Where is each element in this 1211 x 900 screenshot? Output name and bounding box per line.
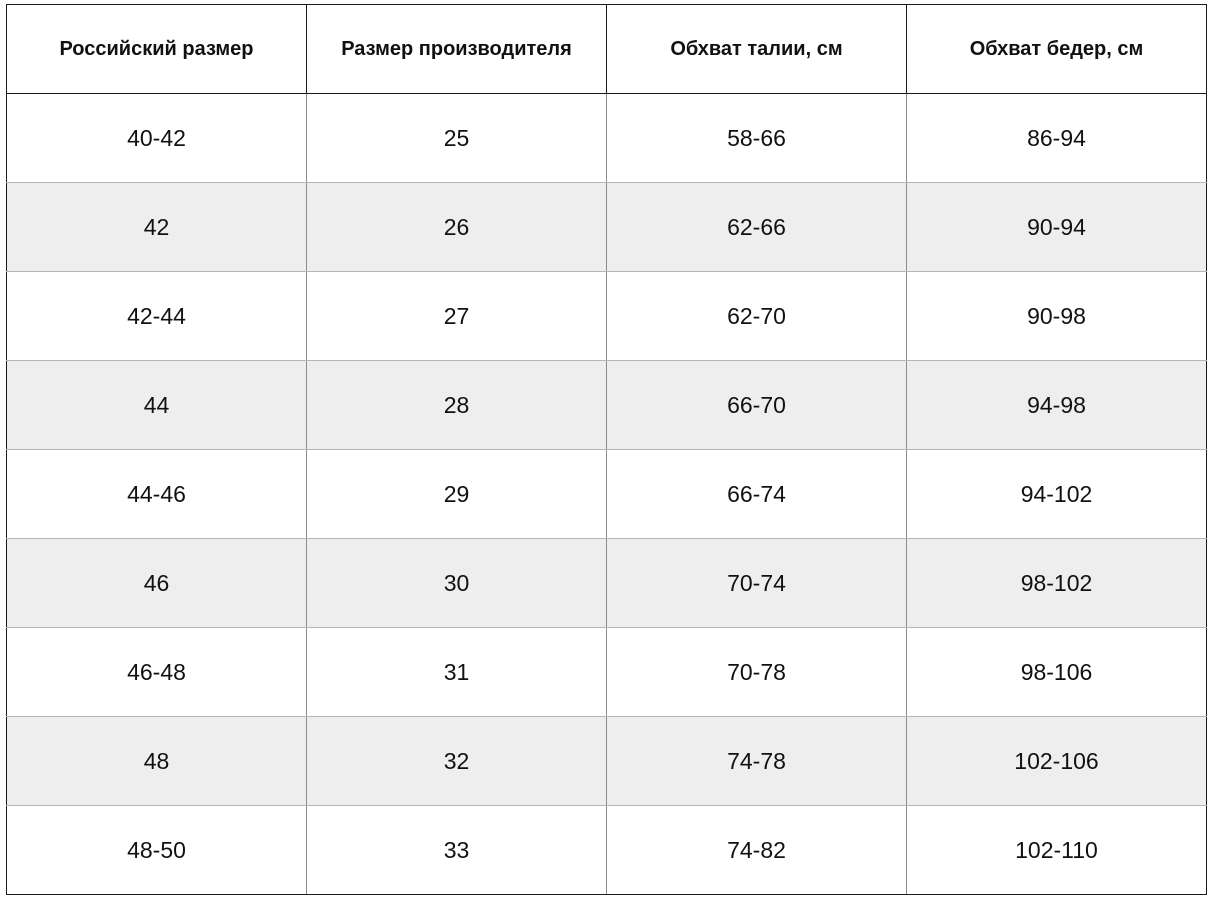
cell-hips: 94-102 xyxy=(906,449,1207,539)
cell-hips: 98-106 xyxy=(906,627,1207,717)
cell-manufacturer-size: 30 xyxy=(306,538,607,628)
cell-hips: 86-94 xyxy=(906,93,1207,183)
cell-manufacturer-size: 31 xyxy=(306,627,607,717)
cell-russian-size: 42-44 xyxy=(6,271,307,361)
cell-russian-size: 46-48 xyxy=(6,627,307,717)
cell-russian-size: 46 xyxy=(6,538,307,628)
cell-waist: 74-78 xyxy=(606,716,907,806)
table-row: 46-48 31 70-78 98-106 xyxy=(6,627,1207,717)
cell-hips: 102-110 xyxy=(906,805,1207,895)
cell-hips: 90-94 xyxy=(906,182,1207,272)
table-row: 40-42 25 58-66 86-94 xyxy=(6,93,1207,183)
table-row: 48-50 33 74-82 102-110 xyxy=(6,805,1207,895)
cell-manufacturer-size: 26 xyxy=(306,182,607,272)
table-row: 44-46 29 66-74 94-102 xyxy=(6,449,1207,539)
cell-russian-size: 42 xyxy=(6,182,307,272)
table-row: 42-44 27 62-70 90-98 xyxy=(6,271,1207,361)
cell-waist: 70-78 xyxy=(606,627,907,717)
header-row: Российский размер Размер производителя О… xyxy=(6,4,1207,94)
cell-hips: 94-98 xyxy=(906,360,1207,450)
cell-manufacturer-size: 29 xyxy=(306,449,607,539)
cell-hips: 90-98 xyxy=(906,271,1207,361)
cell-manufacturer-size: 27 xyxy=(306,271,607,361)
cell-manufacturer-size: 28 xyxy=(306,360,607,450)
size-chart: Российский размер Размер производителя О… xyxy=(6,4,1207,895)
cell-waist: 66-74 xyxy=(606,449,907,539)
table-row: 46 30 70-74 98-102 xyxy=(6,538,1207,628)
header-russian-size: Российский размер xyxy=(6,4,307,94)
header-manufacturer-size: Размер производителя xyxy=(306,4,607,94)
cell-manufacturer-size: 25 xyxy=(306,93,607,183)
size-table: Российский размер Размер производителя О… xyxy=(6,4,1207,895)
header-waist: Обхват талии, см xyxy=(606,4,907,94)
cell-manufacturer-size: 32 xyxy=(306,716,607,806)
header-hips: Обхват бедер, см xyxy=(906,4,1207,94)
table-row: 42 26 62-66 90-94 xyxy=(6,182,1207,272)
cell-waist: 62-70 xyxy=(606,271,907,361)
cell-russian-size: 48 xyxy=(6,716,307,806)
table-row: 48 32 74-78 102-106 xyxy=(6,716,1207,806)
cell-waist: 66-70 xyxy=(606,360,907,450)
cell-waist: 62-66 xyxy=(606,182,907,272)
cell-hips: 98-102 xyxy=(906,538,1207,628)
cell-hips: 102-106 xyxy=(906,716,1207,806)
cell-russian-size: 44-46 xyxy=(6,449,307,539)
cell-russian-size: 48-50 xyxy=(6,805,307,895)
cell-waist: 58-66 xyxy=(606,93,907,183)
cell-russian-size: 40-42 xyxy=(6,93,307,183)
cell-manufacturer-size: 33 xyxy=(306,805,607,895)
cell-waist: 70-74 xyxy=(606,538,907,628)
table-row: 44 28 66-70 94-98 xyxy=(6,360,1207,450)
cell-russian-size: 44 xyxy=(6,360,307,450)
cell-waist: 74-82 xyxy=(606,805,907,895)
